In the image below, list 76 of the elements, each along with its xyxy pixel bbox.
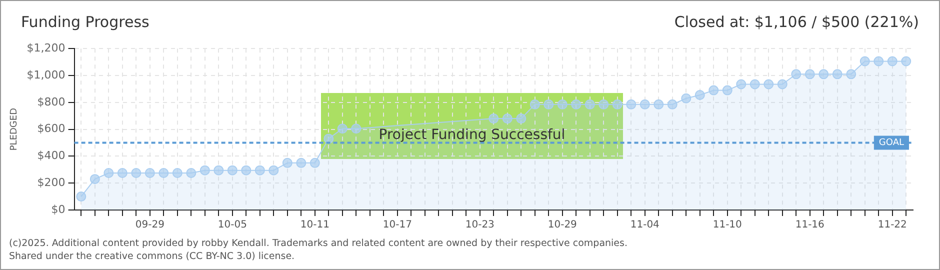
point	[571, 99, 582, 110]
point	[104, 168, 114, 178]
point	[310, 158, 320, 168]
point	[144, 168, 155, 178]
x-tick-label: 11-22	[878, 220, 907, 231]
x-tick-label: 11-10	[712, 220, 742, 231]
point	[516, 114, 526, 124]
x-tick-label: 10-23	[465, 220, 494, 231]
point	[268, 165, 279, 176]
point	[324, 134, 334, 144]
annotation: Project Funding Successful	[378, 127, 566, 143]
point	[750, 79, 760, 90]
point	[584, 99, 595, 110]
point	[694, 90, 705, 100]
point	[214, 165, 224, 176]
x-tick-label: 09-29	[135, 220, 164, 231]
point	[654, 99, 664, 110]
point	[832, 69, 842, 80]
point	[337, 124, 348, 134]
y-axis-title: PLEDGED	[10, 108, 20, 151]
text: (c)2025. Additional content provided by robby Kendall. Trademarks and related content are owned by their respective companies.	[9, 237, 628, 250]
point	[667, 99, 678, 110]
point	[296, 158, 306, 168]
point	[764, 79, 774, 90]
point	[777, 79, 788, 90]
point	[804, 69, 815, 80]
point	[887, 56, 898, 66]
point	[557, 99, 568, 110]
point	[351, 124, 362, 134]
point	[901, 56, 912, 66]
point	[640, 99, 650, 110]
point	[626, 99, 636, 110]
y-tick-label: $0	[51, 202, 66, 216]
y-tick-label: $200	[37, 176, 66, 189]
chart-title: Funding Progress	[21, 13, 150, 31]
y-tick-label: $1,200	[26, 41, 66, 54]
x-tick-label: 10-11	[300, 220, 330, 231]
point	[200, 165, 210, 176]
point	[874, 56, 884, 66]
point	[502, 114, 512, 124]
y-tick-label: $400	[37, 149, 66, 162]
point	[544, 99, 554, 110]
point	[791, 69, 802, 80]
point	[860, 56, 870, 66]
point	[76, 192, 86, 202]
point	[90, 174, 100, 184]
point	[172, 168, 182, 178]
point	[158, 168, 169, 178]
point	[227, 165, 238, 176]
point	[818, 69, 829, 80]
y-tick-label: $600	[37, 122, 66, 136]
point	[598, 99, 609, 110]
point	[254, 165, 265, 176]
point	[530, 99, 540, 110]
point	[488, 114, 499, 124]
point	[131, 168, 142, 178]
x-tick-label: 11-16	[795, 220, 824, 231]
point	[117, 168, 128, 178]
text: Closed at: $1,106 / $500 (221%)	[674, 13, 919, 31]
ref-line-label: GOAL	[878, 138, 904, 148]
x-tick-label: 10-17	[382, 220, 412, 231]
point	[612, 99, 622, 110]
x-tick-label: 11-04	[630, 220, 660, 231]
point	[241, 165, 252, 176]
point	[282, 158, 292, 168]
y-tick-label: $800	[37, 95, 66, 108]
x-tick-label: 10-29	[548, 220, 577, 231]
x-tick-label: 10-05	[218, 220, 247, 231]
point	[186, 168, 196, 178]
point	[722, 85, 732, 96]
point	[681, 93, 692, 104]
point	[708, 85, 719, 96]
text: Shared under the creative commons (CC BY-NC 3.0) license.	[9, 250, 296, 263]
point	[736, 79, 746, 90]
y-tick-label: $1,000	[26, 68, 66, 82]
point	[846, 69, 856, 80]
